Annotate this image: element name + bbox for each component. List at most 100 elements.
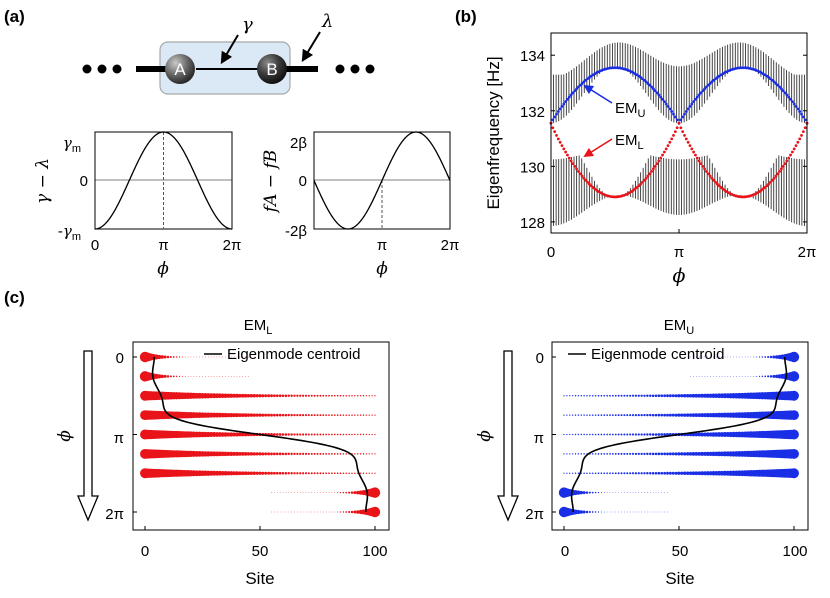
emu-dot: [672, 112, 675, 116]
profile-dot: [325, 414, 328, 417]
profile-dot: [772, 355, 776, 359]
ytick-0: 0: [116, 350, 124, 367]
profile-dot: [313, 394, 316, 397]
profile-dot: [688, 413, 693, 417]
profile-dot: [232, 471, 237, 476]
profile-dot: [337, 492, 339, 494]
profile-dot: [621, 492, 622, 493]
profile-dot: [617, 433, 620, 436]
profile-dot: [698, 376, 700, 377]
emu-dot: [684, 110, 688, 113]
profile-dot: [739, 356, 740, 358]
profile-dot: [594, 511, 597, 513]
profile-dot: [586, 395, 588, 397]
site-b-label: B: [266, 60, 277, 79]
profile-dot: [671, 413, 675, 417]
profile-dot: [362, 433, 365, 436]
emu-dot: [772, 80, 776, 84]
profile-dot: [640, 413, 643, 417]
profile-dot: [603, 472, 606, 475]
emu-dot: [710, 80, 714, 84]
emu-dot: [571, 91, 575, 95]
emu-dot: [655, 91, 659, 95]
profile-dot: [245, 356, 246, 358]
profile-dot: [316, 414, 319, 417]
profile-dot: [663, 471, 667, 475]
profile-dot: [325, 433, 328, 436]
profile-dot: [563, 453, 565, 455]
profile-dot: [721, 376, 723, 377]
plot-b: 134 132 130 128 0 π 2π ϕ Eigenfrequency [Hz…: [484, 32, 816, 287]
profile-dot: [355, 510, 360, 514]
profile-dot: [331, 453, 333, 455]
profile-dot: [614, 452, 617, 455]
profile-dot: [258, 394, 262, 398]
profile-dot: [369, 487, 381, 498]
profile-dot: [287, 394, 290, 397]
emu-dot: [708, 82, 712, 85]
profile-dot: [339, 492, 342, 494]
profile-dot: [235, 451, 239, 456]
emu-dot: [560, 105, 564, 108]
profile-dot: [296, 472, 299, 475]
profile-dot: [566, 395, 568, 397]
profile-dot: [657, 471, 661, 475]
profile-dot: [597, 472, 600, 475]
profile-dot: [249, 413, 254, 417]
eml-dot: [705, 169, 708, 173]
ytick-2beta: 2β: [290, 135, 307, 152]
profile-dot: [163, 355, 167, 359]
ylabel-phi: ϕ: [55, 430, 75, 442]
profile-dot: [663, 413, 667, 417]
profile-dot: [328, 511, 330, 513]
profile-dot: [365, 395, 368, 397]
profile-dot: [764, 356, 767, 358]
title-eml: EML: [244, 317, 273, 337]
profile-dot: [620, 414, 623, 417]
profile-dot: [368, 433, 370, 436]
profile-dot: [668, 394, 672, 398]
profile-dot: [651, 433, 655, 436]
profile-dot: [281, 394, 285, 398]
eml-dot: [763, 186, 767, 189]
profile-dot: [308, 492, 310, 493]
profile-dot: [654, 452, 658, 456]
profile-dot: [685, 394, 690, 398]
profile-dot: [683, 452, 687, 456]
profile-dot: [694, 393, 699, 398]
profile-dot: [202, 356, 203, 358]
profile-dot: [243, 393, 248, 398]
eml-dot: [555, 133, 558, 137]
profile-dot: [240, 413, 245, 418]
profile-dot: [359, 395, 362, 397]
profile-dot: [654, 413, 658, 417]
profile-dot: [284, 394, 288, 398]
emu-dot: [668, 107, 672, 111]
profile-dot: [351, 395, 353, 397]
profile-dot: [693, 376, 694, 377]
profile-dot: [310, 394, 313, 397]
profile-dot: [646, 433, 649, 436]
eml-dot: [790, 150, 794, 154]
profile-dot: [724, 356, 726, 358]
profile-dot: [275, 394, 279, 398]
profile-dot: [235, 393, 239, 398]
profile-dot: [325, 452, 328, 455]
profile-dot: [258, 471, 262, 475]
emu-dot: [697, 93, 701, 97]
profile-dot: [677, 394, 681, 398]
emu-dot: [662, 100, 666, 103]
panel-label-a: (a): [4, 7, 25, 26]
profile-dot: [620, 394, 623, 397]
profile-dot: [336, 433, 339, 436]
profile-dot: [569, 433, 571, 436]
profile-dot: [606, 492, 608, 493]
ylabel-eigenfrequency: Eigenfrequency [Hz]: [484, 56, 503, 209]
profile-dot: [362, 472, 365, 474]
profile-dot: [210, 356, 212, 358]
profile-dot: [255, 413, 259, 417]
ytick-pi: π: [114, 430, 124, 447]
xtick-2pi: 2π: [441, 237, 460, 254]
profile-dot: [569, 453, 571, 455]
site-b-ball: [257, 54, 287, 84]
